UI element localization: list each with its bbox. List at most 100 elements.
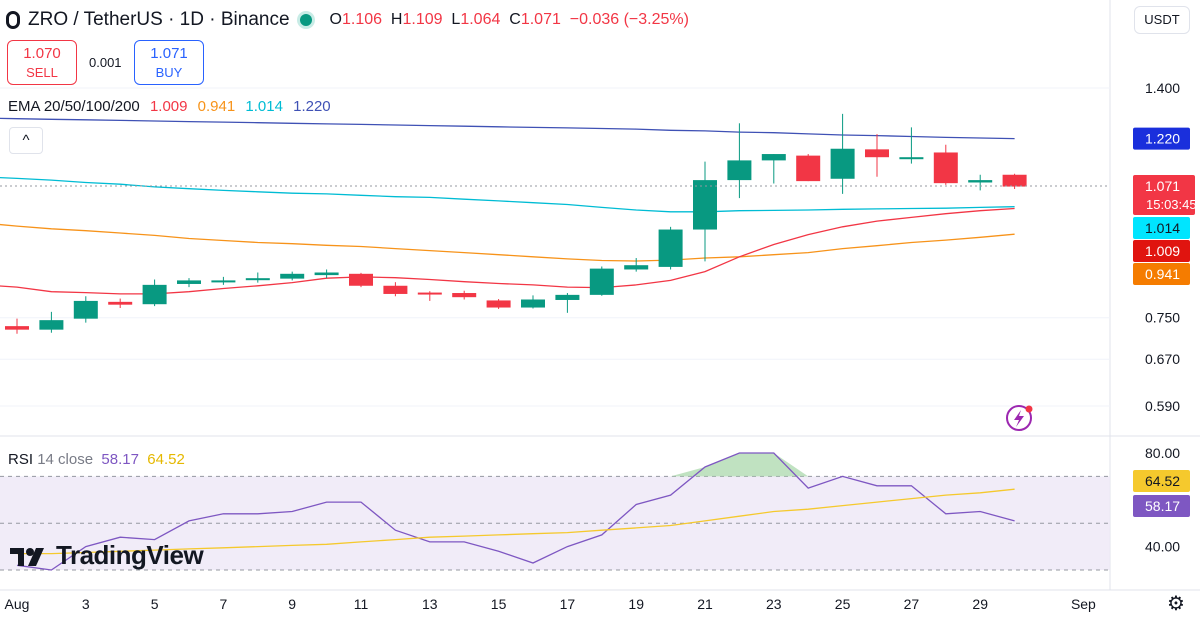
rsi-badge: 58.17 [1133, 495, 1190, 517]
svg-text:1.071: 1.071 [1145, 178, 1180, 194]
rsi-tick-label: 40.00 [1145, 539, 1180, 555]
candle[interactable] [245, 272, 270, 283]
time-tick-label: 19 [628, 596, 644, 612]
sell-button[interactable]: 1.070 SELL [7, 40, 77, 85]
candle[interactable] [933, 144, 958, 185]
candle[interactable] [5, 318, 29, 334]
rsi-badge: 64.52 [1133, 470, 1190, 492]
sell-label: SELL [26, 65, 58, 80]
rsi-legend[interactable]: RSI 14 close 58.17 64.52 [8, 451, 185, 468]
candle[interactable] [1002, 173, 1027, 189]
candle[interactable] [39, 311, 64, 333]
ohlc-readout: O1.106 H1.109 L1.064 C1.071 −0.036 (−3.2… [329, 11, 689, 28]
candle[interactable] [830, 113, 855, 194]
time-tick-label: 13 [422, 596, 438, 612]
candle[interactable] [796, 154, 821, 182]
rsi-ma-value: 64.52 [147, 451, 185, 468]
time-tick-label: 9 [288, 596, 296, 612]
candle[interactable] [280, 271, 305, 281]
time-tick-label: 23 [766, 596, 782, 612]
svg-text:1.014: 1.014 [1145, 220, 1180, 236]
svg-text:0.941: 0.941 [1145, 266, 1180, 282]
lightning-icon[interactable] [1006, 405, 1033, 431]
candle[interactable] [108, 298, 133, 309]
candle[interactable] [555, 293, 580, 313]
rsi-value: 58.17 [101, 451, 139, 468]
svg-text:1.009: 1.009 [1145, 243, 1180, 259]
candle[interactable] [486, 299, 511, 309]
candle[interactable] [521, 295, 545, 309]
svg-text:58.17: 58.17 [1145, 498, 1180, 514]
time-tick-label: 17 [560, 596, 576, 612]
candle[interactable] [865, 134, 889, 177]
candle[interactable] [349, 272, 373, 288]
market-status-icon [299, 14, 312, 26]
svg-text:1.220: 1.220 [1145, 131, 1180, 147]
buy-price: 1.071 [150, 45, 188, 62]
countdown-label: 15:03:45 [1146, 197, 1197, 212]
time-tick-label: 7 [220, 596, 228, 612]
price-tick-label: 0.670 [1145, 351, 1180, 367]
ema-line-ema20 [0, 207, 1015, 295]
candle[interactable] [968, 174, 993, 191]
time-tick-label: 29 [972, 596, 988, 612]
ema-legend[interactable]: EMA 20/50/100/200 1.009 0.941 1.014 1.22… [8, 98, 337, 115]
time-tick-label: Sep [1071, 596, 1096, 612]
time-tick-label: 15 [491, 596, 507, 612]
candle[interactable] [452, 290, 477, 300]
buy-label: BUY [155, 65, 183, 80]
rsi-line-rsi-based-ma [17, 488, 1015, 555]
ema20-value: 1.009 [149, 98, 188, 115]
symbol-title[interactable]: ZRO / TetherUS · 1D · Binance [28, 9, 290, 30]
candle[interactable] [177, 278, 201, 288]
price-badge: 1.009 [1133, 240, 1190, 262]
tradingview-logo[interactable]: TradingView [10, 540, 204, 571]
price-tick-label: 1.400 [1145, 80, 1180, 96]
price-tick-label: 0.590 [1145, 398, 1180, 414]
buy-button[interactable]: 1.071 BUY [134, 40, 204, 85]
candle[interactable] [658, 226, 683, 270]
candle[interactable] [693, 161, 717, 262]
price-badge: 0.941 [1133, 263, 1190, 285]
gear-icon[interactable]: ⚙ [1167, 593, 1185, 615]
candle[interactable] [314, 269, 339, 279]
price-badge: 1.071 15:03:45 [1133, 175, 1197, 215]
candle[interactable] [899, 127, 924, 164]
candle[interactable] [761, 154, 786, 184]
currency-button[interactable]: USDT [1134, 6, 1190, 34]
candle[interactable] [142, 279, 167, 307]
coin-icon [6, 11, 20, 29]
time-tick-label: 11 [354, 596, 369, 612]
collapse-legend-button[interactable]: ^ [9, 127, 43, 154]
price-badge: 1.014 [1133, 217, 1190, 239]
sell-price: 1.070 [23, 45, 61, 62]
rsi-line-rsi [16, 452, 1015, 571]
ema-line-ema50 [0, 223, 1015, 262]
time-tick-label: Aug [5, 596, 30, 612]
ema100-value: 1.014 [245, 98, 283, 115]
tradingview-logo-icon [10, 547, 44, 566]
candle[interactable] [589, 266, 614, 296]
ema-legend-label: EMA 20/50/100/200 [8, 98, 140, 115]
candle[interactable] [624, 258, 649, 272]
candle[interactable] [211, 276, 236, 285]
time-tick-label: 25 [835, 596, 851, 612]
candle[interactable] [417, 291, 442, 301]
chart-header: ZRO / TetherUS · 1D · Binance O1.106 H1.… [6, 7, 689, 33]
candle[interactable] [73, 296, 98, 323]
rsi-label: RSI [8, 451, 34, 468]
ema200-value: 1.220 [293, 98, 331, 115]
chevron-up-icon: ^ [22, 132, 30, 149]
price-tick-label: 0.750 [1145, 310, 1180, 326]
price-badge: 1.220 [1133, 127, 1190, 150]
time-tick-label: 21 [697, 596, 713, 612]
brand-name: TradingView [56, 540, 204, 570]
ema-line-ema100 [0, 176, 1015, 213]
spread-value: 0.001 [89, 55, 122, 70]
candle[interactable] [727, 123, 752, 199]
rsi-overbought-fill [670, 453, 843, 477]
rsi-params: 14 close [37, 451, 94, 468]
time-tick-label: 3 [82, 596, 90, 612]
candle[interactable] [383, 282, 408, 297]
